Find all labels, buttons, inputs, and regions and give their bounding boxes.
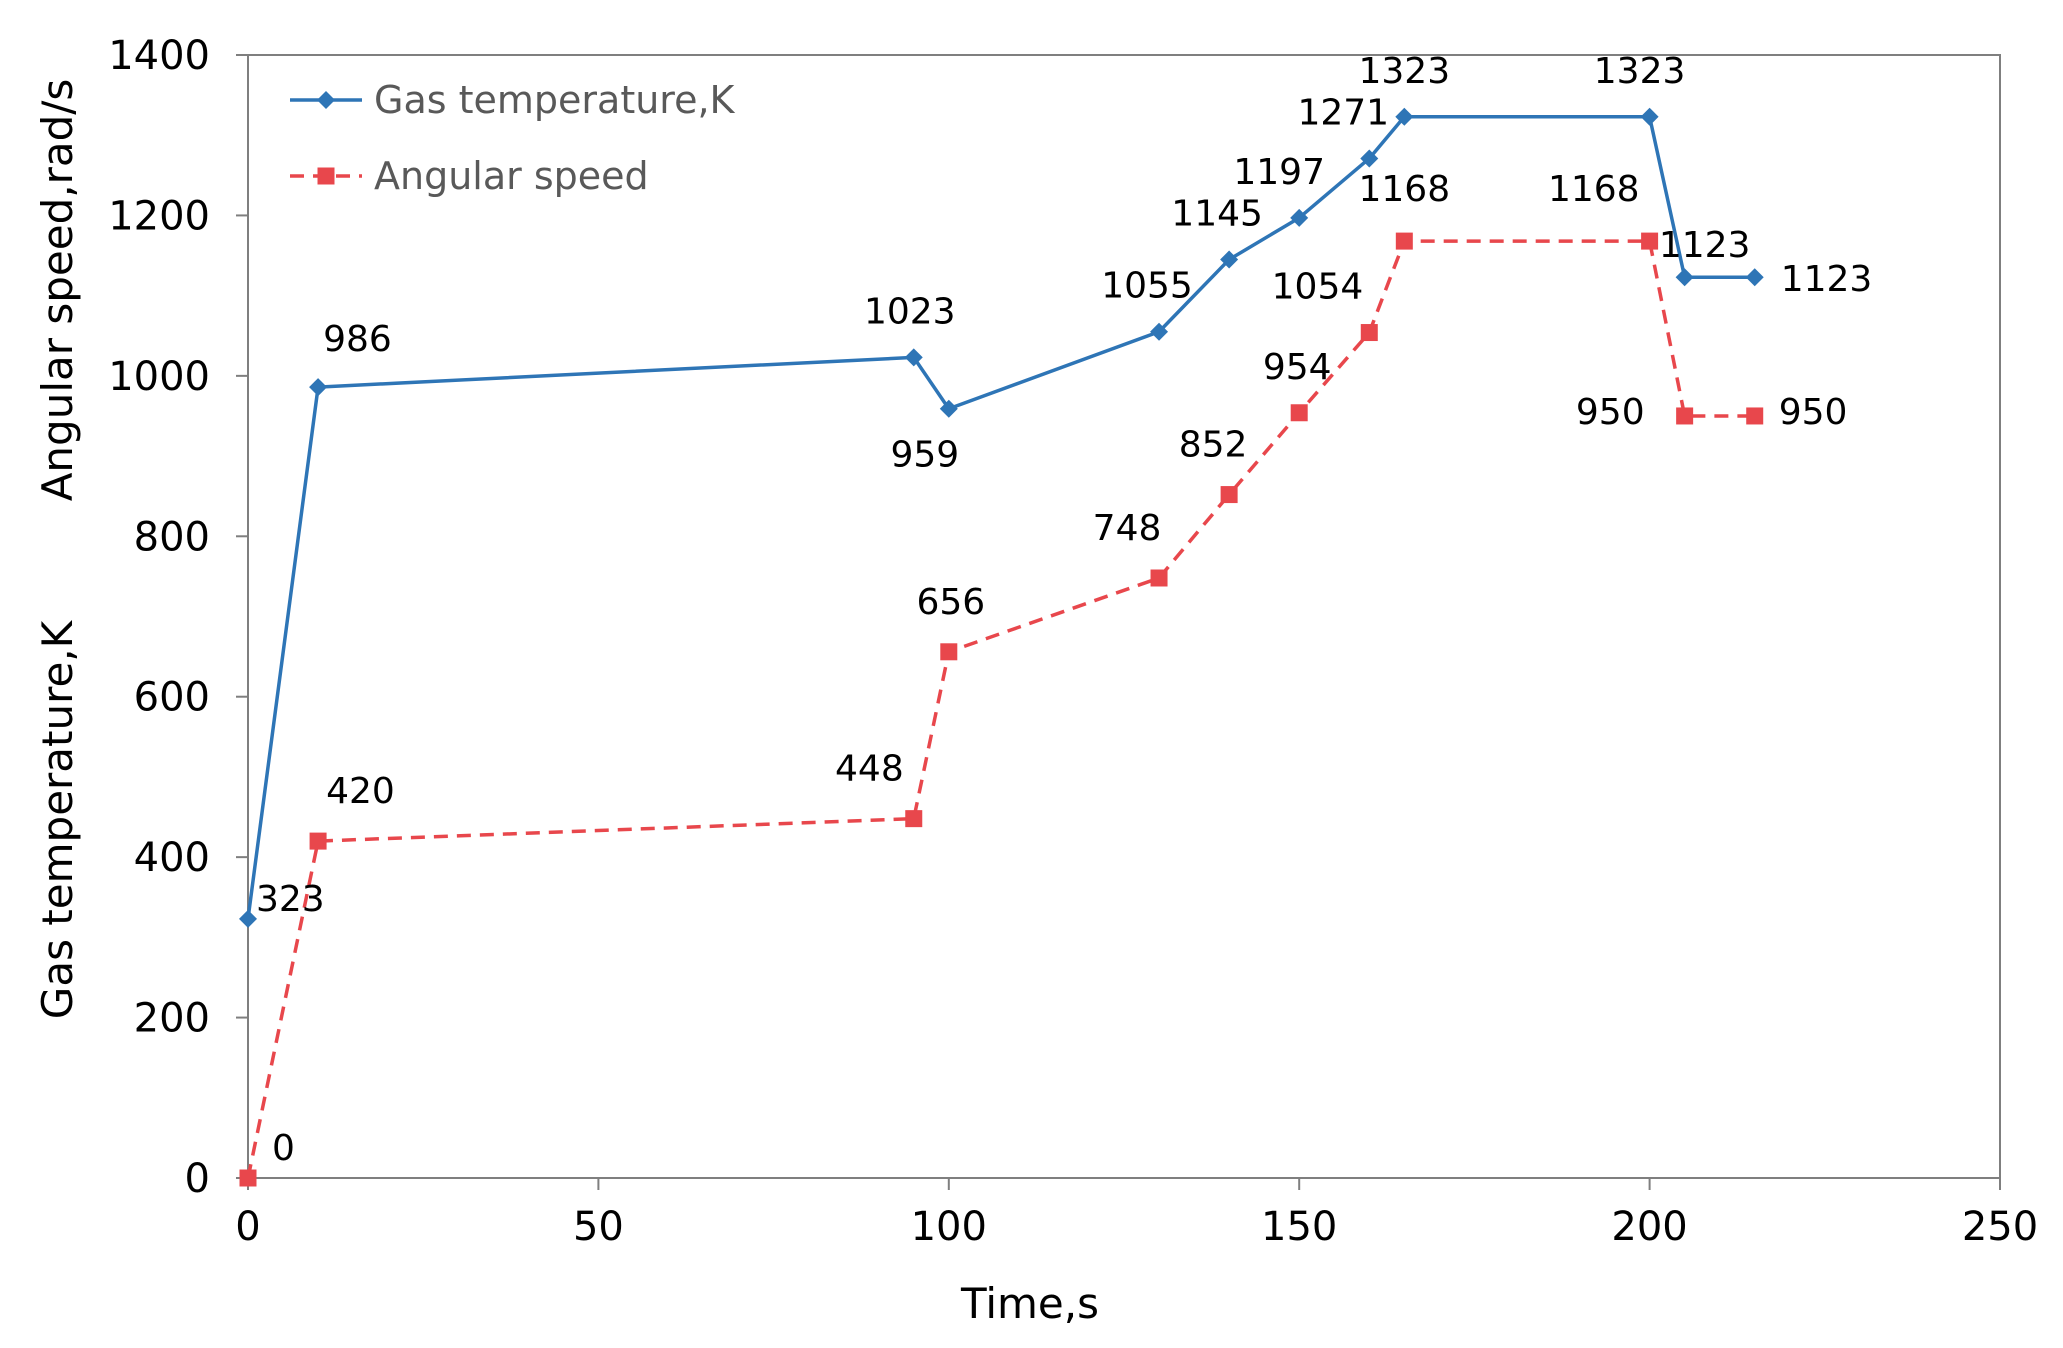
data-point-marker <box>1150 569 1168 587</box>
data-point-marker <box>1745 268 1764 287</box>
series-line <box>246 239 1755 1179</box>
series-layer <box>239 107 1764 1187</box>
data-label: 1145 <box>1171 194 1263 235</box>
data-label: 1168 <box>1359 169 1451 210</box>
data-point-marker <box>940 643 958 661</box>
y-tick-label: 1200 <box>108 193 210 239</box>
data-label: 656 <box>916 582 985 623</box>
data-point-marker <box>1290 404 1308 422</box>
data-point-marker <box>1220 486 1238 504</box>
data-label: 852 <box>1179 425 1248 466</box>
data-point-marker <box>1360 149 1379 168</box>
data-label: 1023 <box>864 291 956 332</box>
data-label: 448 <box>835 749 904 790</box>
data-point-marker <box>1640 107 1659 126</box>
data-label: 950 <box>1779 392 1848 433</box>
data-point-marker <box>905 810 923 828</box>
y-tick-label: 400 <box>134 835 210 881</box>
data-label: 748 <box>1093 508 1162 549</box>
series-line <box>246 115 1755 920</box>
data-point-marker <box>1641 232 1659 250</box>
data-label: 1271 <box>1297 92 1389 133</box>
data-point-marker <box>239 1169 257 1187</box>
y-tick-label: 200 <box>134 996 210 1042</box>
data-point-marker <box>1220 250 1239 269</box>
legend-marker <box>317 91 335 109</box>
tick-layer: 0 50 100 150 200 250 0 200 400 600 800 1000 1200 1400 <box>108 33 2038 1250</box>
data-point-marker <box>1395 232 1413 250</box>
legend-item: Angular speed <box>290 154 649 198</box>
legend-label: Gas temperature,K <box>374 78 736 122</box>
data-label: 986 <box>323 319 392 360</box>
data-label: 1123 <box>1659 225 1751 266</box>
x-tick-label: 100 <box>911 1204 987 1250</box>
plot-frame <box>247 54 2001 1179</box>
y-tick-label: 1400 <box>108 33 210 79</box>
data-label: 954 <box>1263 347 1332 388</box>
legend-label: Angular speed <box>374 154 649 198</box>
data-label: 1197 <box>1233 152 1325 193</box>
legend-item: Gas temperature,K <box>290 78 736 122</box>
data-point-marker <box>1360 324 1378 342</box>
axis-title-layer: Time,s Angular speed,rad/s Gas temperatu… <box>33 79 1099 1328</box>
data-point-marker <box>904 348 923 367</box>
y-tick-label: 1000 <box>108 354 210 400</box>
y-tick-label: 0 <box>185 1156 210 1202</box>
data-label: 1168 <box>1548 169 1640 210</box>
plot-frame-layer <box>247 54 2001 1179</box>
data-label: 323 <box>256 879 325 920</box>
x-tick-label: 0 <box>235 1204 260 1250</box>
data-point-marker <box>1675 268 1694 287</box>
data-label: 1123 <box>1781 259 1873 300</box>
data-label: 1054 <box>1272 267 1364 308</box>
data-point-marker <box>1676 407 1694 425</box>
data-label: 1323 <box>1594 51 1686 92</box>
series-angular-speed <box>239 232 1764 1187</box>
data-label: 950 <box>1576 392 1645 433</box>
x-tick-label: 150 <box>1261 1204 1337 1250</box>
data-label: 0 <box>272 1128 295 1169</box>
y-axis-title-lower: Gas temperature,K <box>33 619 82 1019</box>
y-tick-label: 600 <box>134 675 210 721</box>
data-label: 420 <box>326 771 395 812</box>
x-axis-title: Time,s <box>960 1279 1099 1328</box>
legend-marker <box>317 167 335 185</box>
data-point-marker <box>1290 208 1309 227</box>
legend: Gas temperature,K Angular speed <box>290 78 736 198</box>
series-gas-temperature <box>239 107 1764 928</box>
x-tick-label: 200 <box>1611 1204 1687 1250</box>
y-axis-title-upper: Angular speed,rad/s <box>33 79 82 502</box>
data-label: 959 <box>890 435 959 476</box>
data-label: 1055 <box>1101 266 1193 307</box>
x-tick-label: 250 <box>1962 1204 2038 1250</box>
data-point-marker <box>1395 107 1414 126</box>
data-point-marker <box>239 909 257 928</box>
data-point-marker <box>939 399 958 418</box>
data-point-marker <box>309 832 327 850</box>
data-point-marker <box>1150 322 1169 341</box>
data-point-marker <box>1746 407 1764 425</box>
data-point-marker <box>309 378 328 397</box>
y-tick-label: 800 <box>134 514 210 560</box>
data-label: 1323 <box>1359 51 1451 92</box>
x-tick-label: 50 <box>573 1204 624 1250</box>
